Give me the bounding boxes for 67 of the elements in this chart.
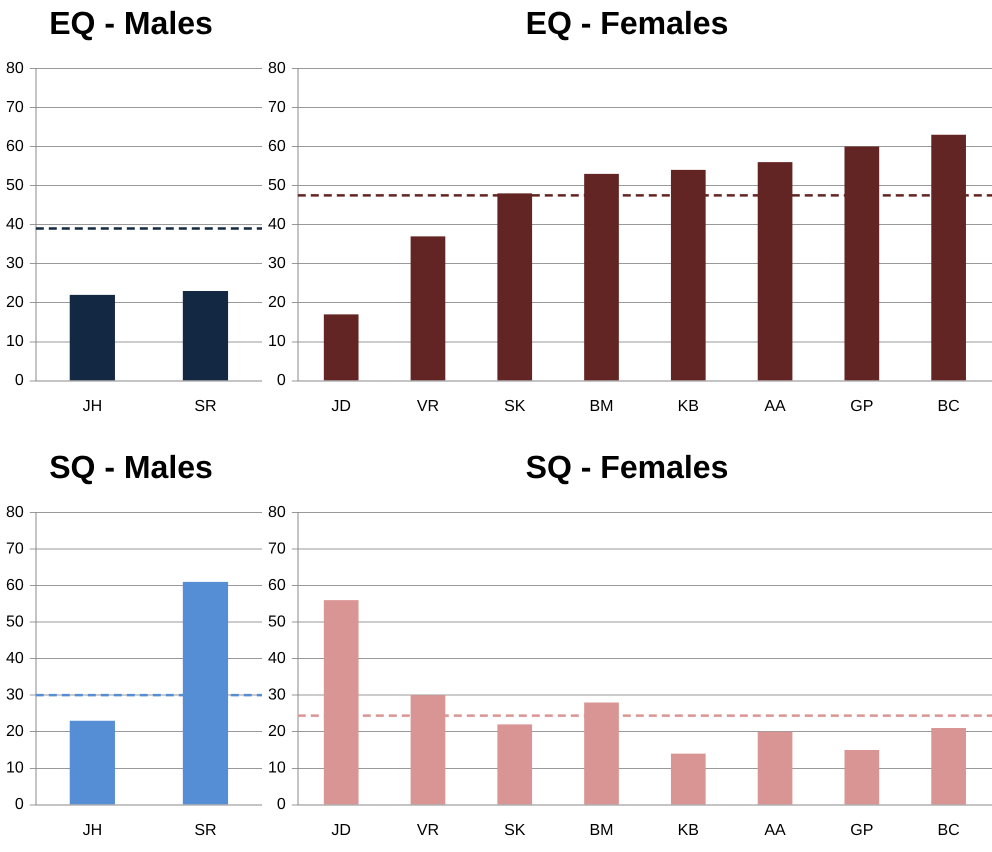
x-tick-label: VR [416,398,440,415]
y-tick-label: 80 [268,504,286,521]
y-tick-label: 20 [268,294,286,312]
y-tick-label: 10 [6,760,24,777]
bar [758,732,792,804]
x-tick-label: VR [416,822,440,839]
x-tick-label: AA [764,398,786,415]
x-tick-label: BC [937,822,960,839]
x-tick-label: BM [590,398,614,415]
y-tick-label: 70 [268,98,286,116]
y-tick-label: 10 [268,760,286,777]
x-tick-label: KB [678,822,699,839]
x-tick-label: BM [590,822,614,839]
x-tick-label: JD [331,822,351,839]
y-tick-label: 50 [6,176,24,194]
y-tick-label: 0 [14,796,24,814]
x-tick-label: BC [937,398,960,415]
y-tick-label: 40 [268,216,286,234]
chart-title: SQ - Females [526,449,728,486]
bar [410,236,446,380]
y-tick-label: 80 [6,504,24,521]
y-tick-label: 50 [268,176,286,194]
y-tick-label: 60 [6,138,24,155]
y-tick-label: 0 [276,372,286,390]
y-tick-label: 70 [6,540,24,558]
y-tick-label: 10 [6,333,24,350]
y-tick-label: 20 [6,723,24,740]
y-tick-label: 40 [268,650,286,668]
x-tick-label: SK [504,398,526,415]
y-tick-label: 80 [268,60,286,77]
y-tick-label: 30 [6,686,24,704]
y-tick-label: 60 [6,576,24,594]
y-tick-label: 60 [268,138,286,155]
y-tick-label: 20 [268,723,286,740]
bar [497,724,532,804]
y-tick-label: 40 [6,650,24,668]
y-tick-label: 20 [6,294,24,312]
x-tick-label: JD [331,398,351,415]
y-tick-label: 50 [268,613,286,630]
x-tick-label: SK [504,822,526,839]
bar [844,750,880,804]
y-tick-label: 30 [268,686,286,704]
chart-title: SQ - Males [49,449,213,486]
y-tick-label: 70 [268,540,286,558]
x-tick-label: KB [678,398,699,415]
y-tick-label: 30 [268,255,286,272]
x-tick-label: AA [764,822,786,839]
y-tick-label: 80 [6,60,24,77]
bar [324,314,359,380]
bar [670,754,706,804]
y-tick-label: 0 [276,796,286,814]
x-tick-label: GP [850,822,874,839]
y-tick-label: 10 [268,333,286,350]
y-tick-label: 0 [14,372,24,390]
x-tick-label: GP [850,398,874,415]
y-tick-label: 60 [268,576,286,594]
y-tick-label: 50 [6,613,24,630]
chart-title: EQ - Males [49,5,213,42]
chart-title: EQ - Females [526,5,728,42]
y-tick-label: 30 [6,255,24,272]
x-tick-label: JH [82,822,102,839]
x-tick-label: SR [194,822,217,839]
y-tick-label: 40 [6,216,24,234]
bar [931,728,966,804]
y-tick-label: 70 [6,98,24,116]
x-tick-label: SR [194,398,217,415]
x-tick-label: JH [82,398,102,415]
